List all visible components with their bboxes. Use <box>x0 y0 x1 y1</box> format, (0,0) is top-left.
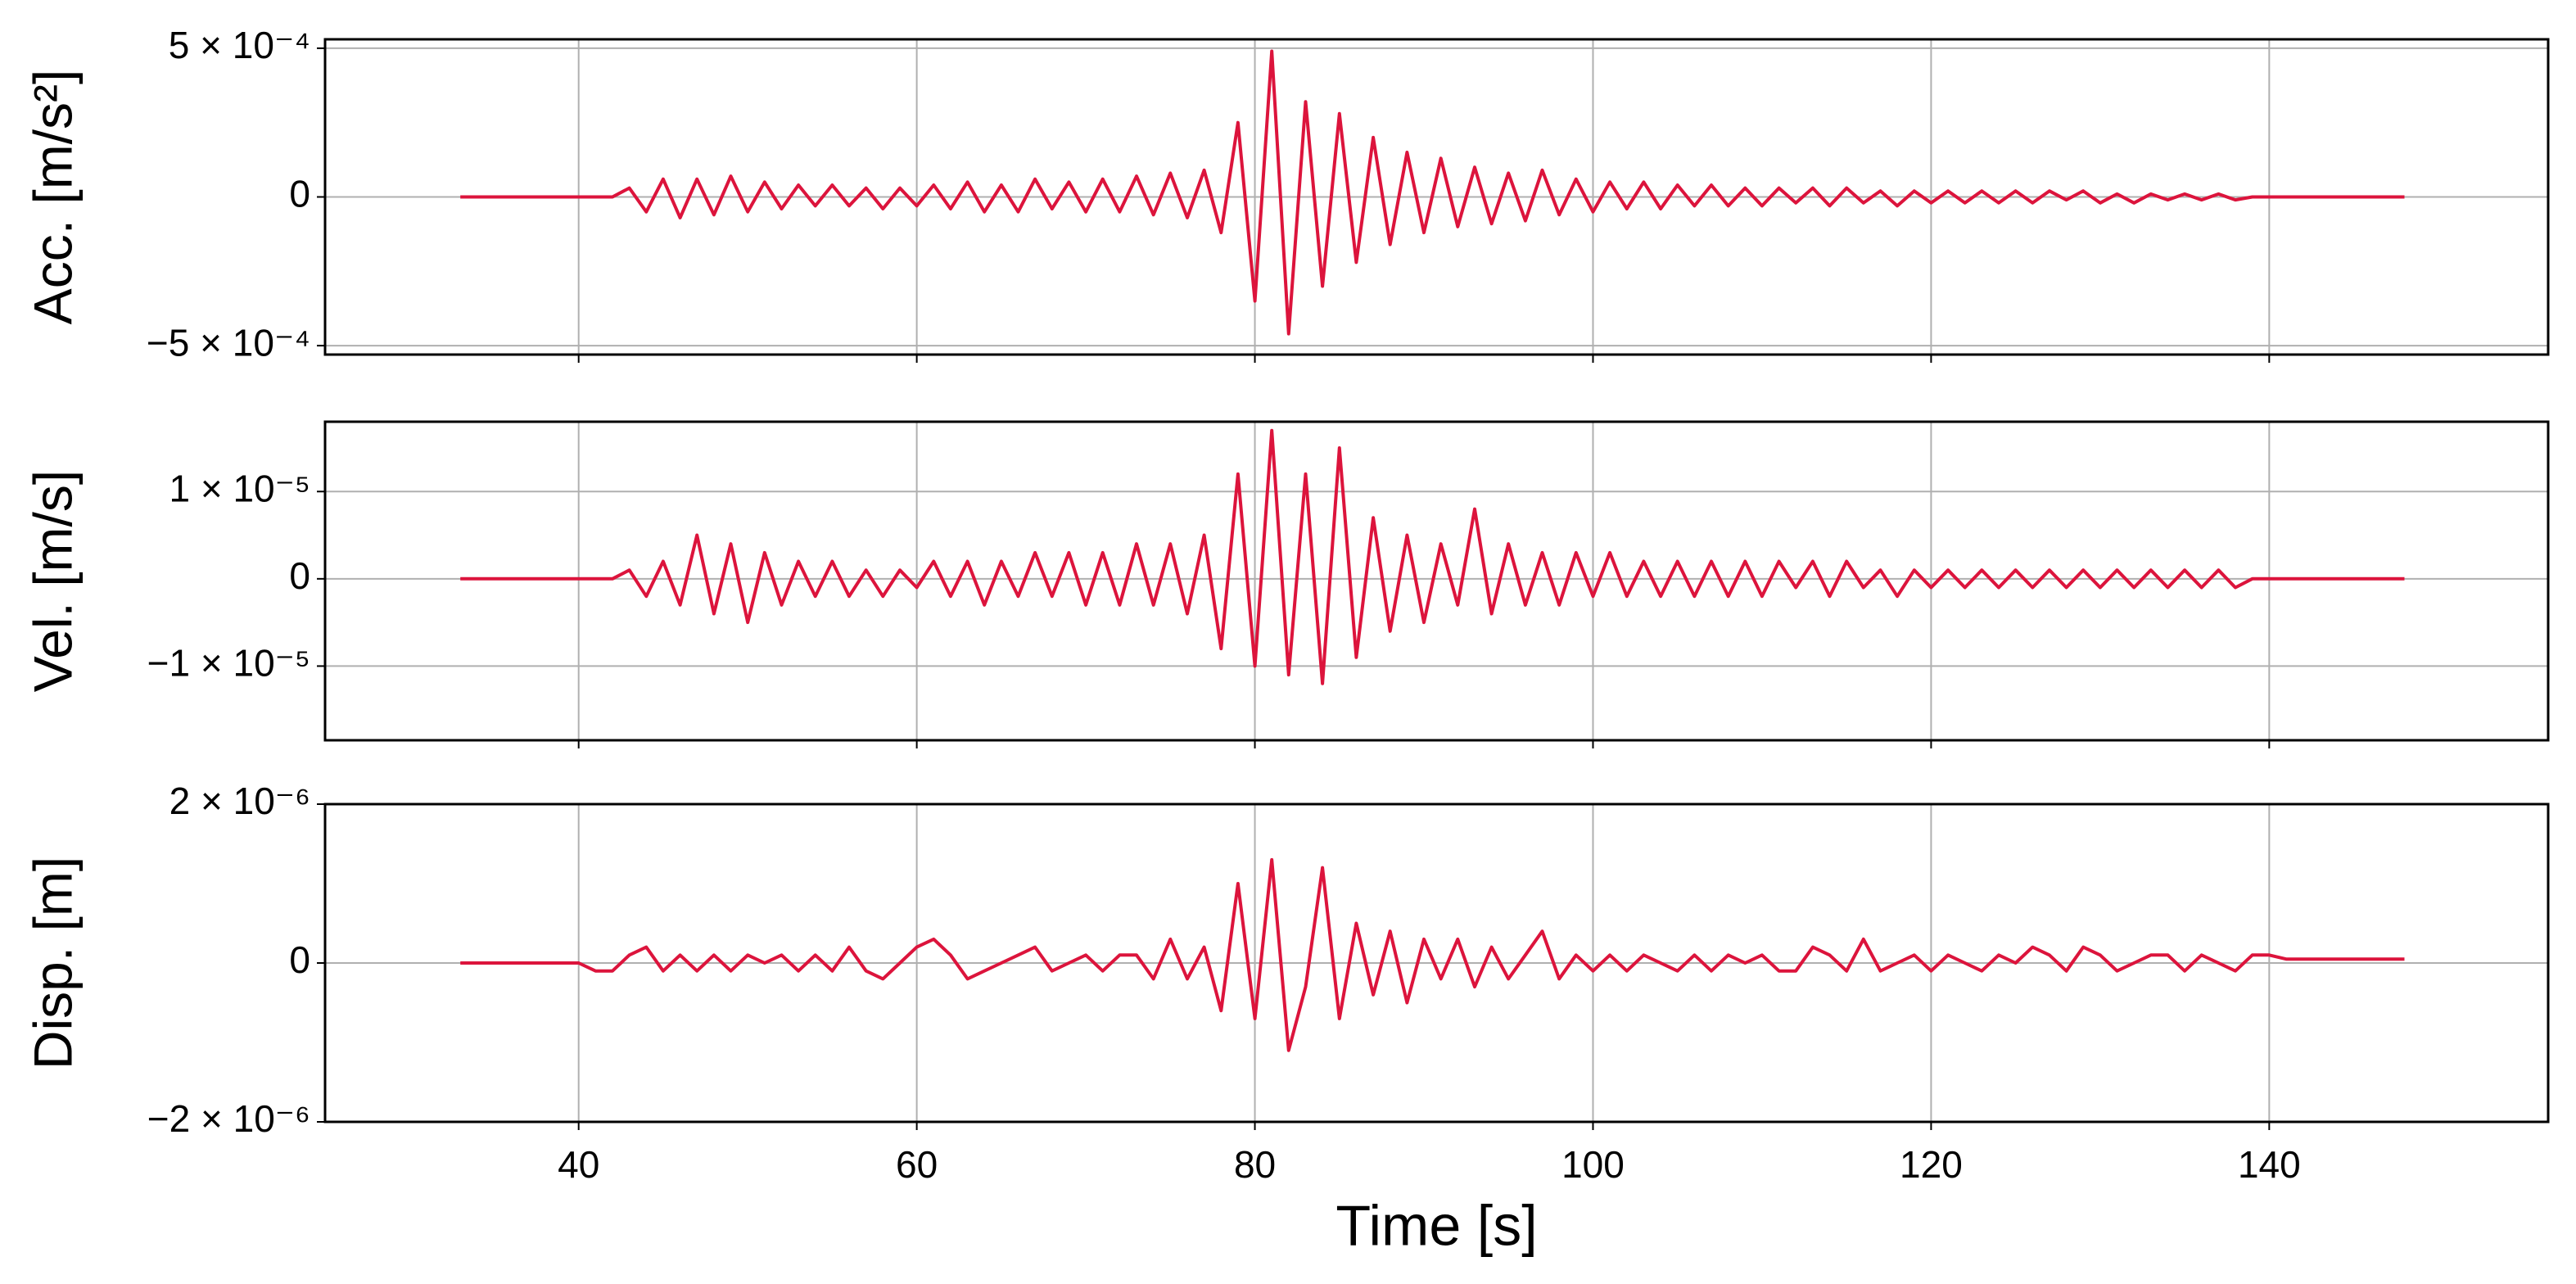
series-line <box>460 857 2405 1052</box>
y-tick-label: −1 × 10⁻⁵ <box>147 642 310 685</box>
x-tick-label: 120 <box>1900 1143 1963 1186</box>
y-tick-label: 5 × 10⁻⁴ <box>169 24 310 66</box>
y-tick-label: −2 × 10⁻⁶ <box>147 1097 310 1140</box>
y-tick-label: −5 × 10⁻⁴ <box>147 321 310 364</box>
x-tick-label: 40 <box>558 1143 599 1186</box>
series-line <box>460 428 2405 685</box>
y-axis-label: Vel. [m/s] <box>22 470 83 692</box>
x-tick-label: 60 <box>896 1143 938 1186</box>
y-axis-label: Acc. [m/s²] <box>22 70 83 325</box>
y-tick-label: 1 × 10⁻⁵ <box>169 467 310 509</box>
plot-frame <box>323 420 2550 742</box>
x-tick-label: 80 <box>1234 1143 1276 1186</box>
y-tick-label: 0 <box>289 938 310 981</box>
plot-frame <box>323 38 2550 356</box>
x-tick-label: 100 <box>1561 1143 1625 1186</box>
y-tick-label: 0 <box>289 173 310 215</box>
x-tick-label: 140 <box>2238 1143 2301 1186</box>
x-axis-label: Time [s] <box>1335 1193 1537 1257</box>
series-line <box>460 49 2405 336</box>
y-tick-label: 0 <box>289 554 310 597</box>
plot-frame <box>323 802 2550 1124</box>
y-tick-label: 2 × 10⁻⁶ <box>169 780 310 822</box>
y-axis-label: Disp. [m] <box>22 857 83 1069</box>
